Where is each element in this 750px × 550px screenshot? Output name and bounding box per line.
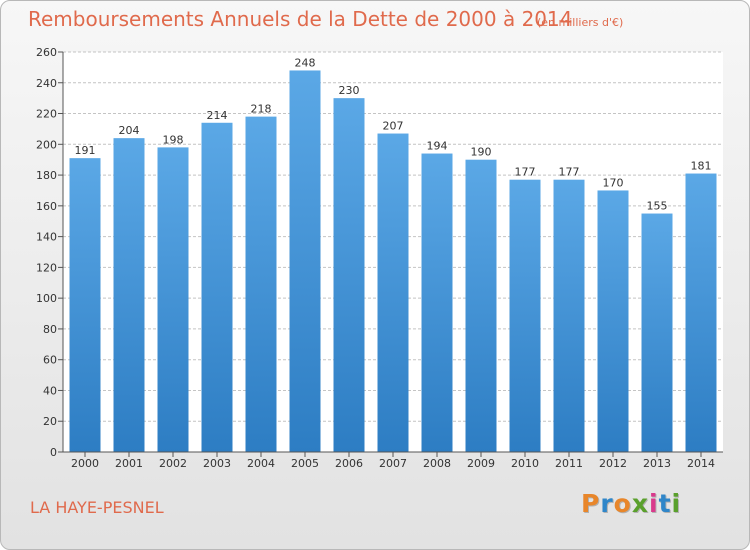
x-tick-label-2002: 2002 bbox=[159, 457, 187, 470]
bar-2005 bbox=[289, 70, 321, 452]
y-tick-label: 80 bbox=[43, 323, 57, 336]
x-tick-label-2011: 2011 bbox=[555, 457, 583, 470]
logo-letter: x bbox=[631, 489, 649, 518]
y-tick-label: 20 bbox=[43, 415, 57, 428]
y-tick-label: 40 bbox=[43, 384, 57, 397]
bar-2006 bbox=[333, 98, 365, 453]
x-tick-label-2001: 2001 bbox=[115, 457, 143, 470]
bar-value-label-2007: 207 bbox=[383, 120, 404, 133]
bar-2011 bbox=[553, 179, 585, 452]
bar-2000 bbox=[69, 158, 101, 452]
logo-letter: t bbox=[658, 489, 672, 518]
bar-2002 bbox=[157, 147, 189, 452]
x-tick-label-2006: 2006 bbox=[335, 457, 363, 470]
x-tick-label-2008: 2008 bbox=[423, 457, 451, 470]
bar-2008 bbox=[421, 153, 453, 453]
logo-letter: r bbox=[600, 489, 614, 518]
y-tick-label: 120 bbox=[36, 261, 57, 274]
commune-name: LA HAYE-PESNEL bbox=[30, 498, 164, 517]
bar-2012 bbox=[597, 190, 629, 452]
bar-value-label-2002: 198 bbox=[163, 133, 184, 146]
y-tick-label: 160 bbox=[36, 200, 57, 213]
bar-value-label-2006: 230 bbox=[339, 84, 360, 97]
logo-letter: P bbox=[581, 489, 601, 518]
y-tick-label: 220 bbox=[36, 108, 57, 121]
bar-value-label-2008: 194 bbox=[427, 140, 448, 153]
bar-value-label-2001: 204 bbox=[119, 124, 140, 137]
bar-value-label-2004: 218 bbox=[251, 103, 272, 116]
x-tick-label-2007: 2007 bbox=[379, 457, 407, 470]
bar-value-label-2013: 155 bbox=[647, 200, 668, 213]
bar-value-label-2010: 177 bbox=[515, 166, 536, 179]
bar-value-label-2011: 177 bbox=[559, 166, 580, 179]
y-tick-label: 240 bbox=[36, 77, 57, 90]
x-tick-label-2004: 2004 bbox=[247, 457, 275, 470]
y-tick-label: 60 bbox=[43, 354, 57, 367]
bar-value-label-2014: 181 bbox=[691, 160, 712, 173]
bar-2013 bbox=[641, 213, 673, 452]
x-tick-label-2012: 2012 bbox=[599, 457, 627, 470]
chart-title: Remboursements Annuels de la Dette de 20… bbox=[28, 7, 573, 31]
x-tick-label-2014: 2014 bbox=[687, 457, 715, 470]
bar-2004 bbox=[245, 116, 277, 452]
y-tick-label: 180 bbox=[36, 169, 57, 182]
bar-2003 bbox=[201, 122, 233, 453]
y-tick-label: 200 bbox=[36, 138, 57, 151]
proxiti-logo: Proxiti bbox=[581, 489, 681, 518]
y-tick-label: 140 bbox=[36, 231, 57, 244]
bar-2001 bbox=[113, 138, 145, 452]
x-tick-label-2003: 2003 bbox=[203, 457, 231, 470]
bar-2010 bbox=[509, 179, 541, 452]
y-tick-label: 260 bbox=[36, 46, 57, 59]
x-axis: 2000 2001 2002 2003 2004 2005 2006 2007 2008 2009… bbox=[63, 451, 723, 470]
x-tick-label-2000: 2000 bbox=[71, 457, 99, 470]
bar-2009 bbox=[465, 159, 497, 452]
y-axis: 0 20 40 60 80 100 120 140 160 180 200 220 240 260 bbox=[36, 46, 64, 459]
y-tick-label: 0 bbox=[50, 446, 57, 459]
bar-2014 bbox=[685, 173, 717, 453]
x-tick-label-2010: 2010 bbox=[511, 457, 539, 470]
x-tick-label-2009: 2009 bbox=[467, 457, 495, 470]
bar-value-label-2000: 191 bbox=[75, 144, 96, 157]
x-tick-label-2013: 2013 bbox=[643, 457, 671, 470]
y-tick-label: 100 bbox=[36, 292, 57, 305]
bar-2007 bbox=[377, 133, 409, 453]
bar-value-label-2012: 170 bbox=[603, 176, 624, 189]
logo-letter: i bbox=[649, 489, 659, 518]
bar-value-label-2009: 190 bbox=[471, 146, 492, 159]
x-tick-label-2005: 2005 bbox=[291, 457, 319, 470]
logo-letter: i bbox=[671, 489, 682, 518]
chart-unit-label: (en milliers d'€) bbox=[537, 16, 624, 29]
logo-letter: o bbox=[613, 489, 632, 518]
bar-value-label-2003: 214 bbox=[207, 109, 228, 122]
bar-value-label-2005: 248 bbox=[295, 56, 316, 69]
bar-series: 191 204 198 214 218 248 230 207 194 190 177 177 170 1… bbox=[69, 56, 717, 453]
